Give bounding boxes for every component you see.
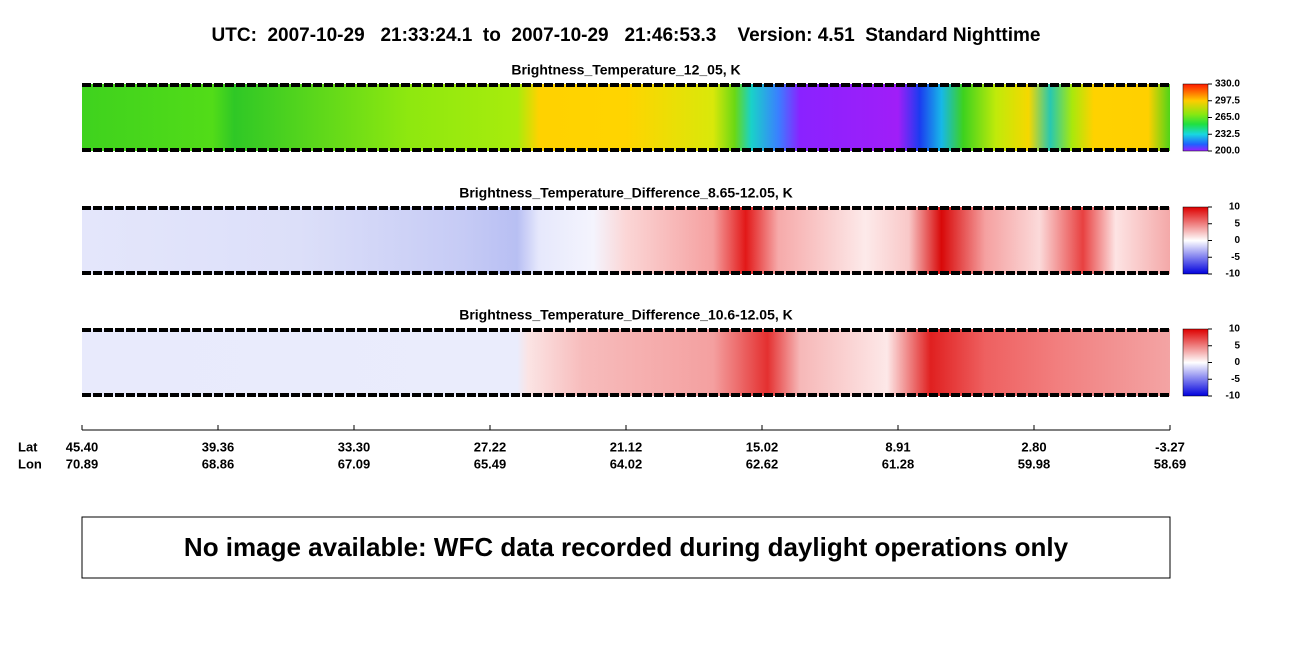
- message: No image available: WFC data recorded du…: [184, 532, 1069, 562]
- colorbar-label: -5: [1231, 374, 1240, 385]
- page-title: UTC: 2007-10-29 21:33:24.1 to 2007-10-29…: [212, 25, 1041, 46]
- lat-label: 21.12: [610, 439, 643, 454]
- colorbar-label: -10: [1226, 391, 1241, 402]
- colorbar-label: 5: [1234, 218, 1240, 229]
- lon-label: 68.86: [202, 456, 235, 471]
- panel-title: Brightness_Temperature_12_05, K: [511, 62, 740, 78]
- lon-label: 62.62: [746, 456, 779, 471]
- colorbar-label: -5: [1231, 252, 1240, 263]
- message-box: [81, 516, 1171, 579]
- lat-label: 27.22: [474, 439, 507, 454]
- panel-title: Brightness_Temperature_Difference_8.65-1…: [459, 185, 793, 201]
- lon-label: 61.28: [882, 456, 915, 471]
- lon-label: 65.49: [474, 456, 507, 471]
- axis-label: Lon: [18, 456, 42, 471]
- lon-label: 64.02: [610, 456, 643, 471]
- lat-label: 8.91: [885, 439, 910, 454]
- lat-label: 33.30: [338, 439, 371, 454]
- colorbar-label: 265.0: [1215, 112, 1240, 123]
- lat-label: -3.27: [1155, 439, 1185, 454]
- colorbar-label: 5: [1234, 340, 1240, 351]
- lat-label: 15.02: [746, 439, 779, 454]
- swath-image: [82, 84, 1170, 151]
- colorbar-label: 10: [1229, 202, 1241, 213]
- colorbar-label: -10: [1226, 269, 1241, 280]
- axis-label: Lat: [18, 439, 38, 454]
- lon-label: 59.98: [1018, 456, 1051, 471]
- lon-label: 58.69: [1154, 456, 1187, 471]
- colorbar-label: 297.5: [1215, 95, 1240, 106]
- lat-label: 2.80: [1021, 439, 1046, 454]
- colorbar-label: 0: [1234, 235, 1240, 246]
- swath-image: [82, 207, 1170, 274]
- panel-title: Brightness_Temperature_Difference_10.6-1…: [459, 307, 793, 323]
- lon-label: 70.89: [66, 456, 99, 471]
- colorbar-label: 200.0: [1215, 146, 1240, 157]
- colorbar-label: 330.0: [1215, 79, 1240, 90]
- colorbar: [1182, 328, 1209, 397]
- colorbar-label: 0: [1234, 357, 1240, 368]
- lon-label: 67.09: [338, 456, 371, 471]
- lat-label: 39.36: [202, 439, 235, 454]
- lat-label: 45.40: [66, 439, 99, 454]
- colorbar-label: 232.5: [1215, 129, 1240, 140]
- colorbar: [1182, 206, 1209, 275]
- swath-image: [82, 329, 1170, 396]
- colorbar-label: 10: [1229, 324, 1241, 335]
- colorbar: [1182, 83, 1209, 152]
